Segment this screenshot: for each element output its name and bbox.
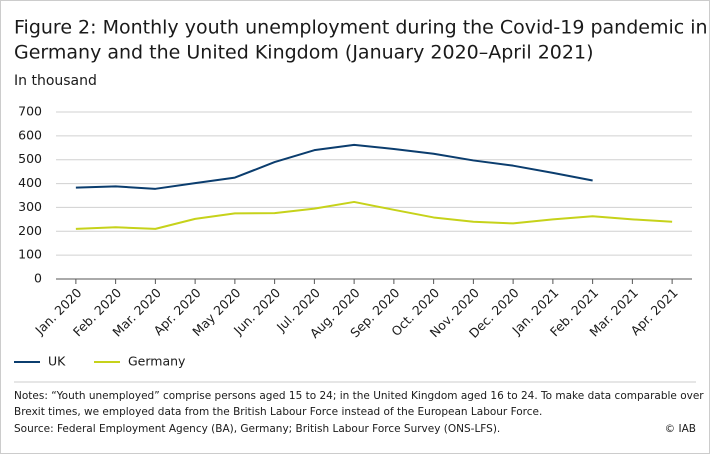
y-tick-label: 100 [18, 247, 42, 262]
y-tick-label: 700 [18, 104, 42, 119]
y-tick-label: 400 [18, 175, 42, 190]
series-line [75, 200, 673, 230]
subtitle: In thousand [14, 73, 97, 89]
legend-label: Germany [128, 354, 186, 369]
legend-label: UK [48, 354, 66, 369]
note: Source: Federal Employment Agency (BA), … [14, 423, 500, 435]
y-tick-label: 500 [18, 151, 42, 166]
chart-title: Figure 2: Monthly youth unemployment dur… [14, 17, 708, 39]
series-line [75, 143, 593, 190]
y-tick-label: 600 [18, 127, 42, 142]
y-tick-label: 300 [18, 199, 42, 214]
chart-title: Germany and the United Kingdom (January … [14, 42, 593, 64]
note: Notes: “Youth unemployed” comprise perso… [14, 390, 704, 402]
note: Brexit times, we employed data from the … [14, 406, 542, 418]
y-tick-label: 0 [34, 271, 42, 286]
y-tick-label: 200 [18, 223, 42, 238]
copyright: © IAB [665, 423, 696, 435]
